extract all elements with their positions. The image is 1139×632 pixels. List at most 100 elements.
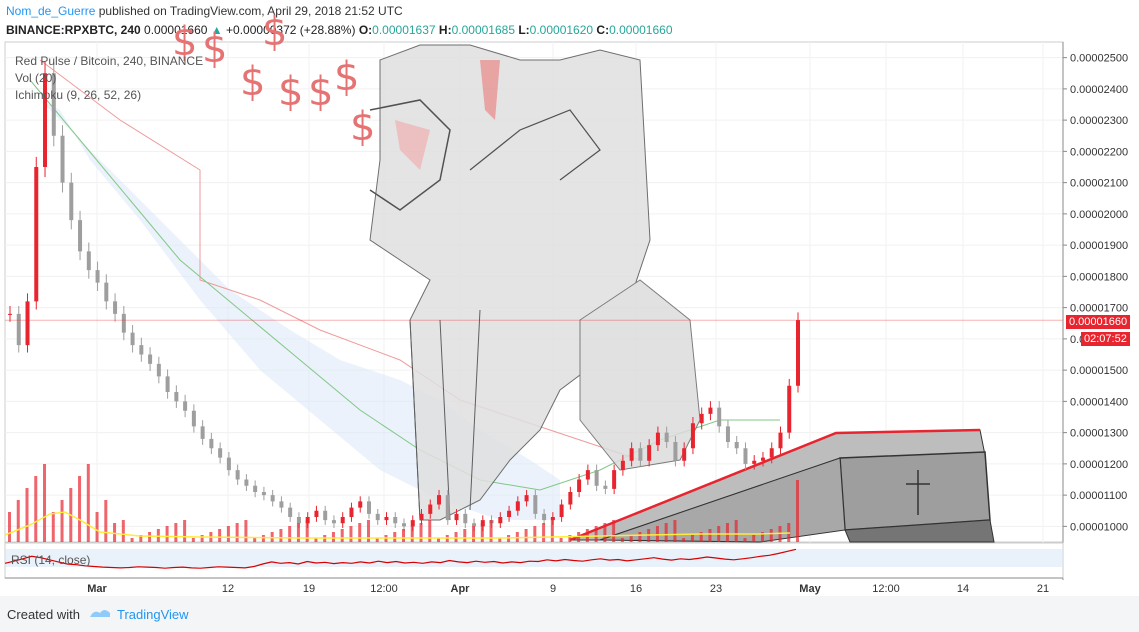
legend-ichimoku[interactable]: Ichimoku (9, 26, 52, 26) — [15, 88, 142, 102]
low-value: 0.00001620 — [529, 23, 594, 37]
volume-bar — [86, 464, 90, 542]
volume-bar — [288, 526, 292, 542]
volume-bar — [428, 520, 432, 542]
price-tick-label: 0.00001500 — [1070, 365, 1128, 377]
chart-header: Nom_de_Guerre published on TradingView.c… — [0, 0, 1139, 42]
volume-bar — [542, 523, 546, 542]
volume-bar — [8, 512, 11, 542]
legend-volume[interactable]: Vol (20) — [15, 71, 57, 85]
volume-bar — [463, 529, 467, 542]
volume-bar — [498, 538, 502, 542]
candle — [384, 517, 389, 521]
dollar-sign: $ — [262, 9, 287, 55]
candle — [472, 523, 477, 527]
price-tick-label: 0.00001000 — [1070, 521, 1128, 533]
volume-bar — [638, 532, 642, 542]
candle — [585, 470, 590, 480]
candle — [769, 448, 774, 458]
price-tick-label: 0.00001700 — [1070, 303, 1128, 315]
time-tick-label: 16 — [630, 583, 642, 595]
volume-bar — [113, 523, 117, 542]
time-tick-label: 23 — [710, 583, 722, 595]
price-tick-label: 0.00002000 — [1070, 209, 1128, 221]
candle — [708, 407, 713, 414]
volume-bar — [314, 538, 318, 542]
candle — [244, 479, 249, 486]
volume-bar — [708, 529, 712, 542]
high-label: H: — [438, 23, 452, 37]
price-tick-label: 0.00002400 — [1070, 84, 1128, 96]
chart-canvas[interactable]: $ $$ $ $ $$$ 0.000025000.000024000.000023000… — [0, 0, 1139, 596]
candle — [647, 445, 652, 461]
volume-bar — [121, 520, 125, 542]
volume-bar — [752, 535, 756, 542]
candle — [165, 376, 170, 392]
candle — [410, 520, 415, 527]
candle — [507, 510, 512, 517]
time-tick-label: 12:00 — [370, 583, 398, 595]
candle — [437, 495, 442, 505]
author-link[interactable]: Nom_de_Guerre — [6, 4, 96, 18]
candles — [8, 61, 800, 532]
candle — [209, 438, 214, 449]
volume-bar — [550, 520, 554, 542]
volume-bar — [673, 520, 677, 542]
volume-bar — [34, 476, 38, 542]
candle — [323, 510, 328, 521]
dollar-sign: $ — [202, 26, 227, 72]
candle — [515, 501, 520, 511]
volume-bar — [533, 526, 537, 542]
time-tick-label: May — [799, 583, 821, 595]
open-label: O: — [358, 23, 373, 37]
volume-bar — [226, 526, 230, 542]
price-tick-label: 0.00002100 — [1070, 178, 1128, 190]
volume-bar — [174, 523, 178, 542]
candle — [796, 320, 800, 386]
candle — [752, 460, 757, 464]
symbol-label: BINANCE:RPXBTC, 240 — [6, 23, 141, 37]
volume-bar — [253, 538, 257, 542]
candle — [279, 501, 284, 508]
volume-bar — [419, 523, 423, 542]
volume-bar — [603, 523, 607, 542]
volume-bar — [472, 526, 476, 542]
candle — [60, 135, 65, 183]
candle — [629, 448, 634, 461]
current-price-tag: 0.00001660 — [1066, 315, 1131, 329]
dollar-sign: $ — [308, 69, 333, 115]
tradingview-link[interactable]: TradingView — [117, 607, 189, 622]
volume-bar — [559, 538, 563, 542]
rsi-line — [4, 548, 797, 569]
time-tick-label: 21 — [1037, 583, 1049, 595]
candle — [690, 423, 695, 449]
candle — [104, 282, 109, 302]
time-tick-label: 12 — [222, 583, 234, 595]
created-with-label: Created with — [7, 607, 80, 622]
candle — [542, 513, 547, 521]
candle — [673, 442, 678, 461]
candle — [16, 313, 21, 346]
volume-bar — [699, 532, 703, 542]
time-tick-label: 12:00 — [872, 583, 900, 595]
volume-bar — [629, 535, 633, 542]
price-tick-label: 0.00001300 — [1070, 428, 1128, 440]
candle — [174, 392, 179, 402]
volume-bar — [340, 529, 344, 542]
price-axis[interactable] — [1063, 42, 1139, 542]
volume-bar — [743, 538, 747, 542]
candle — [717, 407, 722, 427]
price-tick-label: 0.00002500 — [1070, 53, 1128, 65]
volume-bar — [725, 523, 729, 542]
dollar-sign: $ — [350, 104, 375, 150]
candle — [787, 385, 792, 433]
candle — [612, 470, 617, 489]
volume-bar — [43, 464, 47, 542]
price-change: +0.00000372 (+28.88%) — [226, 23, 356, 37]
dollar-sign: $ — [172, 19, 197, 65]
volume-bar — [760, 532, 764, 542]
volume-bar — [489, 520, 493, 542]
candle — [270, 495, 275, 502]
legend-rsi[interactable]: RSI (14, close) — [11, 553, 91, 567]
tradingview-logo-icon[interactable] — [88, 605, 112, 621]
volume-bar — [165, 526, 169, 542]
